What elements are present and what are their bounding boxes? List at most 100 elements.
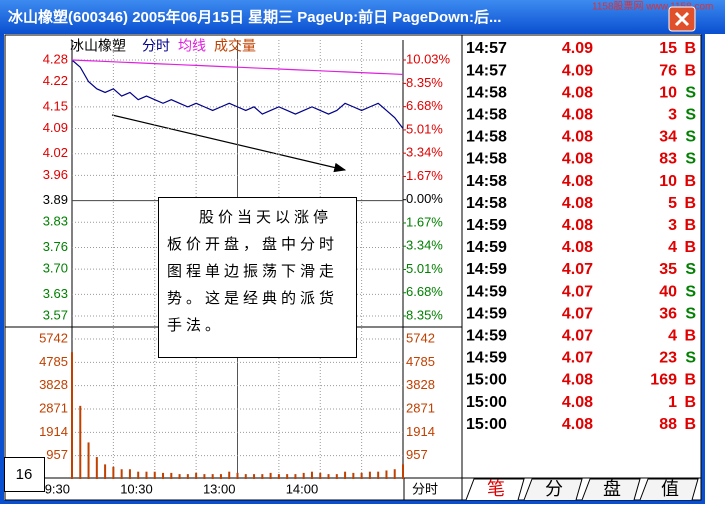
tab[interactable] [581,478,641,501]
volume-tick-label: 3828 [406,377,435,392]
trade-volume: 88 [659,416,677,433]
volume-bar [294,474,297,479]
trade-volume: 36 [659,305,677,322]
volume-bar [377,471,380,479]
y-tick-label: 3.70 [43,261,68,276]
chart-title: 冰山橡塑 [70,38,126,54]
tab-label: 值 [661,479,679,499]
tab[interactable] [523,478,583,501]
annotation-line: 股价当天以涨停 [199,209,333,226]
trade-price: 4.08 [562,173,593,190]
volume-bar [162,472,165,479]
trade-price: 4.08 [562,372,593,389]
y-tick-label: 4.09 [43,120,68,135]
tab[interactable] [465,478,525,501]
volume-bar [203,474,206,479]
trade-volume: 169 [650,372,677,389]
volume-bar [195,472,198,479]
trade-time: 15:00 [466,416,507,433]
volume-bar [186,474,189,479]
volume-bar [145,471,148,479]
panel-tab[interactable] [403,477,463,501]
volume-bar [219,474,222,479]
trade-price: 4.07 [562,261,593,278]
volume-bar [368,471,371,479]
volume-bar [178,474,181,479]
volume-bar [302,472,305,479]
volume-bar [319,472,322,479]
volume-bar [344,471,347,479]
volume-bar [87,442,90,479]
volume-bar [335,474,338,479]
volume-tick-label: 2871 [39,400,68,415]
volume-tick-label: 3828 [39,377,68,392]
trade-side: S [685,283,696,300]
trade-price: 4.07 [562,283,593,300]
trade-price: 4.08 [562,416,593,433]
y2-tick-label: 10.03% [406,51,451,66]
trade-price: 4.08 [562,239,593,256]
trade-time: 14:59 [466,239,507,256]
volume-bar [253,474,256,479]
trade-volume: 4 [668,239,677,256]
annotation-line: 图程单边振荡下滑走 [167,263,339,280]
trade-price: 4.08 [562,217,593,234]
volume-bar [120,469,123,479]
y-tick-label: 4.02 [43,145,68,160]
trade-volume: 23 [659,350,677,367]
trade-time: 14:59 [466,328,507,345]
figure-label: 16 [16,466,33,483]
volume-tick-label: 957 [406,447,428,462]
trade-time: 14:58 [466,129,507,146]
trade-volume: 83 [659,151,677,168]
trade-price: 4.08 [562,151,593,168]
volume-bar [95,457,98,479]
trade-volume: 35 [659,261,677,278]
y-tick-label: 3.76 [43,239,68,254]
trade-volume: 76 [659,62,677,79]
trade-time: 14:58 [466,173,507,190]
trade-time: 14:58 [466,84,507,101]
y2-tick-label: 6.68% [406,98,443,113]
trade-price: 4.08 [562,84,593,101]
volume-bar [286,474,289,479]
trade-volume: 3 [668,217,677,234]
trade-price: 4.08 [562,195,593,212]
trade-time: 15:00 [466,372,507,389]
volume-bar [327,474,330,479]
y-tick-label: 3.89 [43,192,68,207]
trade-time: 14:59 [466,261,507,278]
trade-time: 14:59 [466,217,507,234]
trade-price: 4.08 [562,129,593,146]
volume-bar [211,474,214,479]
volume-bar [170,472,173,479]
trade-side: B [684,173,696,190]
volume-bar [244,474,247,479]
volume-bar [352,472,355,479]
volume-tick-label: 4785 [39,354,68,369]
legend-entry: 分时 [142,38,170,54]
trade-price: 4.08 [562,394,593,411]
volume-tick-label: 1914 [406,424,435,439]
volume-bar [402,464,404,479]
trade-side: B [684,40,696,57]
volume-bar [261,474,264,479]
trade-time: 15:00 [466,394,507,411]
frame-left [0,34,4,504]
trade-volume: 15 [659,40,677,57]
y-tick-label: 3.96 [43,167,68,182]
tab[interactable] [639,478,699,501]
close-icon [674,11,690,27]
trade-side: S [685,84,696,101]
volume-bar [79,405,82,479]
trade-side: S [685,261,696,278]
trade-side: S [685,151,696,168]
trade-volume: 10 [659,173,677,190]
volume-bar [112,466,115,479]
trade-side: S [685,350,696,367]
trade-side: B [684,394,696,411]
trade-volume: 1 [668,394,677,411]
volume-bar [236,472,239,479]
y2-tick-label: 6.68% [406,284,443,299]
